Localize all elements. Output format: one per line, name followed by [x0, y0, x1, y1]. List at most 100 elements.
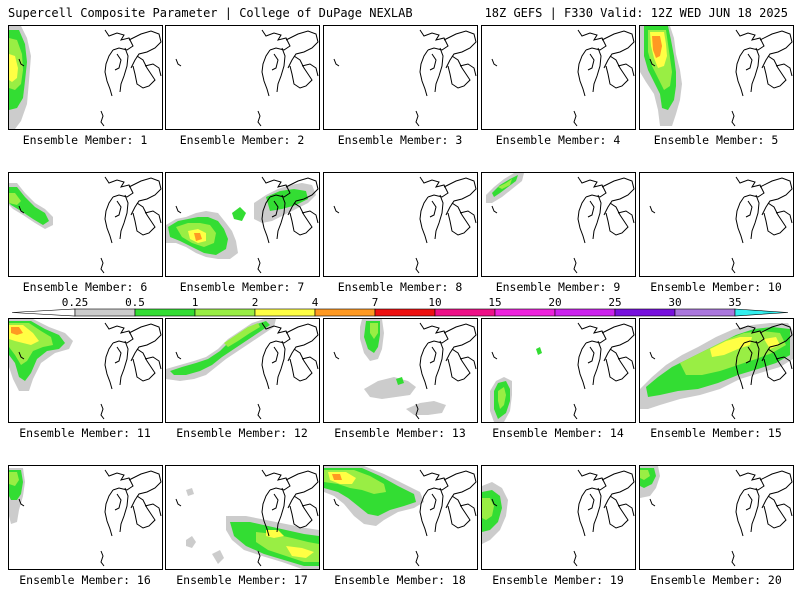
coastline	[175, 498, 182, 507]
ensemble-member-14-map	[481, 318, 636, 423]
coastline	[289, 55, 313, 89]
coastline	[601, 323, 635, 362]
ensemble-member-20-map	[639, 465, 794, 570]
ensemble-member-caption: Ensemble Member: 15	[650, 426, 782, 440]
coastline	[333, 351, 340, 360]
scp-field-shading	[11, 327, 23, 335]
coastline	[649, 58, 656, 67]
coastline	[605, 202, 629, 236]
coastline	[434, 340, 444, 386]
colorbar-above-arrow	[734, 308, 789, 317]
colorbar-segment	[194, 308, 256, 317]
coastline	[419, 489, 429, 537]
coastline	[18, 205, 25, 214]
colorbar-segment	[134, 308, 196, 317]
coastline	[276, 487, 286, 533]
colorbar-tick-label: 2	[252, 296, 259, 309]
colorbar-tick-label: 35	[728, 296, 741, 309]
coastline	[104, 29, 134, 51]
coastline	[577, 489, 587, 537]
coastline	[144, 63, 162, 77]
coastline	[419, 176, 449, 198]
coastline	[577, 176, 607, 198]
coastline	[750, 487, 760, 533]
ensemble-member-caption: Ensemble Member: 12	[176, 426, 308, 440]
coastline	[617, 356, 635, 370]
coastline	[731, 550, 736, 567]
ensemble-member-caption: Ensemble Member: 16	[19, 573, 151, 587]
coastline	[750, 47, 760, 93]
ensemble-member-4-map	[481, 25, 636, 130]
coastline	[119, 47, 129, 93]
coastline	[577, 196, 587, 244]
colorbar-segment	[494, 308, 556, 317]
coastline	[276, 340, 286, 386]
coastline	[573, 403, 578, 420]
coastline	[443, 470, 477, 509]
coastline	[128, 323, 162, 362]
coastline	[276, 194, 286, 240]
coastline	[261, 489, 271, 537]
coastline	[100, 257, 105, 274]
coastline	[419, 196, 429, 244]
colorbar-tick-label: 7	[372, 296, 379, 309]
ensemble-member-caption: Ensemble Member: 6	[22, 280, 148, 294]
coastline	[301, 503, 319, 517]
coastline	[649, 205, 656, 214]
coastline	[745, 53, 753, 71]
coastline	[434, 47, 444, 93]
coastline	[104, 322, 134, 344]
ensemble-member-13-map	[323, 318, 478, 423]
colorbar-below-arrow	[11, 308, 76, 317]
coastline	[649, 351, 656, 360]
coastline	[415, 257, 420, 274]
coastline	[617, 63, 635, 77]
colorbar-tick-label: 20	[548, 296, 561, 309]
coastline	[573, 550, 578, 567]
scp-field-shading	[9, 472, 19, 486]
coastline	[735, 29, 765, 51]
ensemble-member-caption: Ensemble Member: 9	[495, 280, 621, 294]
colorbar-segment	[434, 308, 496, 317]
coastline	[271, 53, 279, 71]
coastline	[144, 503, 162, 517]
coastline	[119, 487, 129, 533]
coastline	[745, 493, 753, 511]
coastline	[257, 403, 262, 420]
ensemble-member-16-map	[8, 465, 163, 570]
coastline	[261, 322, 291, 344]
coastline	[100, 403, 105, 420]
coastline	[759, 30, 793, 69]
ensemble-member-6-map	[8, 172, 163, 277]
coastline	[763, 55, 787, 89]
coastline	[587, 346, 595, 364]
ensemble-member-8-map	[323, 172, 478, 277]
scp-field-shading	[536, 347, 542, 355]
coastline	[132, 348, 156, 382]
coastline	[577, 29, 607, 51]
coastline	[128, 30, 162, 69]
colorbar-tick-label: 1	[192, 296, 199, 309]
coastline	[429, 346, 437, 364]
coastline	[735, 489, 745, 537]
coastline	[592, 487, 602, 533]
coastline	[289, 348, 313, 382]
scp-field-shading	[9, 54, 18, 82]
coastline	[577, 342, 587, 390]
coastline	[175, 351, 182, 360]
coastline	[333, 205, 340, 214]
coastline	[763, 202, 787, 236]
coastline	[100, 550, 105, 567]
coastline	[104, 176, 134, 198]
coastline	[750, 194, 760, 240]
coastline	[447, 495, 471, 529]
ensemble-member-caption: Ensemble Member: 11	[19, 426, 151, 440]
coastline	[132, 55, 156, 89]
coastline	[731, 110, 736, 127]
ensemble-member-caption: Ensemble Member: 1	[22, 133, 148, 147]
coastline	[114, 53, 122, 71]
coastline	[18, 351, 25, 360]
scp-field-shading	[406, 401, 446, 415]
coastline	[763, 348, 787, 382]
coastline	[735, 196, 745, 244]
